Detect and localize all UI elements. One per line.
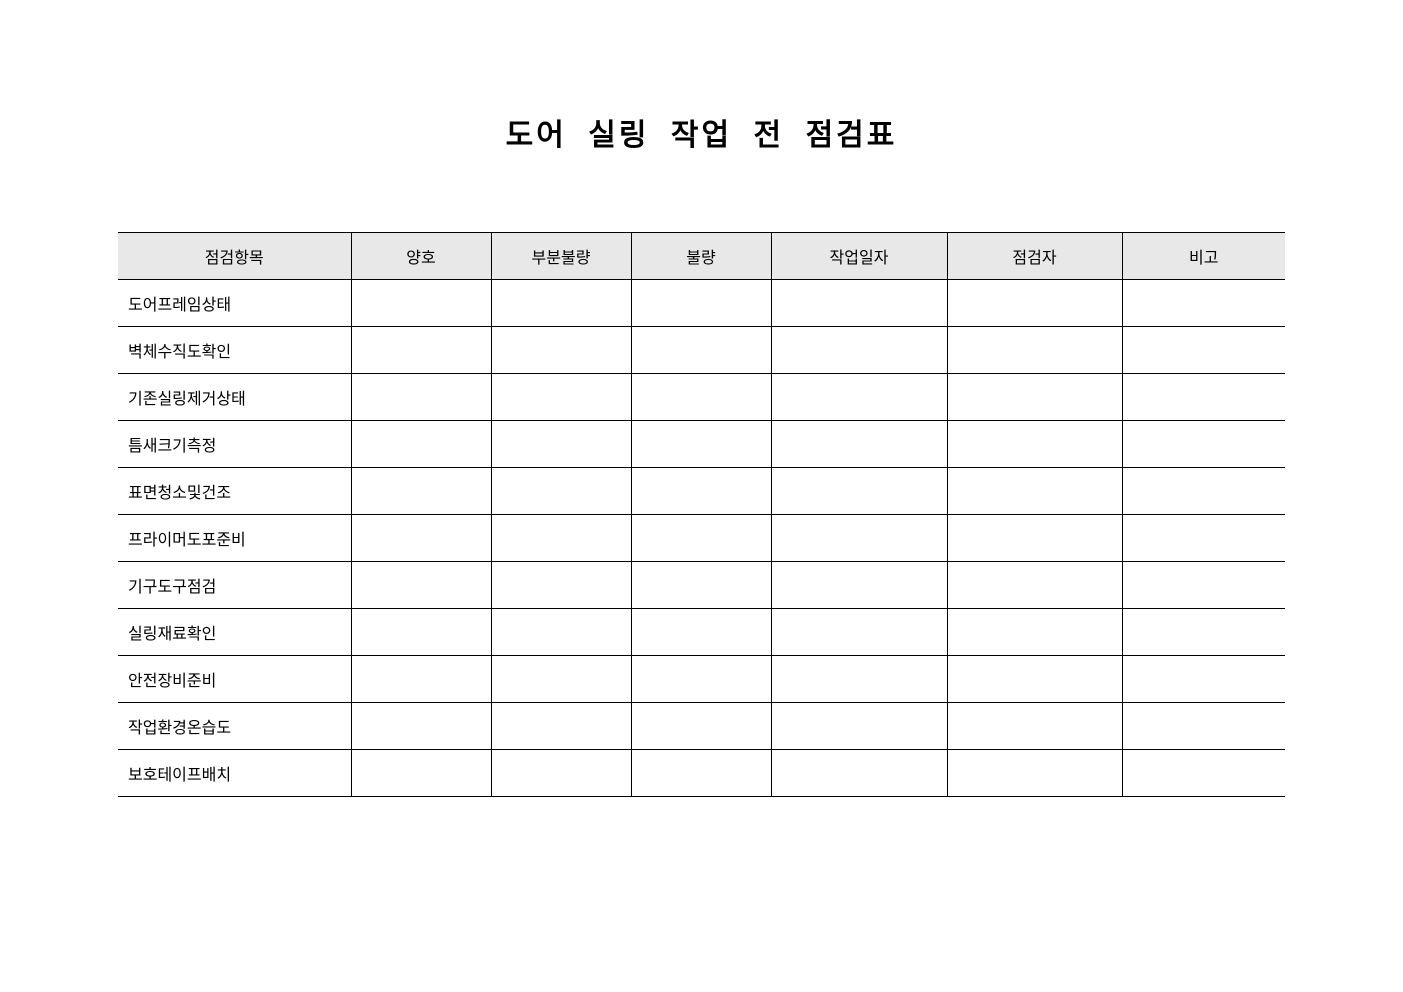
table-row: 틈새크기측정: [118, 420, 1285, 468]
inspector-cell[interactable]: [946, 702, 1122, 750]
header-work-date: 작업일자: [770, 232, 947, 280]
defect-cell[interactable]: [630, 514, 771, 562]
work-date-cell[interactable]: [770, 420, 947, 468]
table-row: 안전장비준비: [118, 655, 1285, 703]
work-date-cell[interactable]: [770, 514, 947, 562]
work-date-cell[interactable]: [770, 702, 947, 750]
remarks-cell[interactable]: [1121, 608, 1285, 656]
partial-defect-cell[interactable]: [490, 420, 631, 468]
table-row: 프라이머도포준비: [118, 514, 1285, 562]
item-label: 도어프레임상태: [118, 279, 351, 327]
remarks-cell[interactable]: [1121, 749, 1285, 797]
partial-defect-cell[interactable]: [490, 561, 631, 609]
header-row: 점검항목 양호 부분불량 불량 작업일자 점검자 비고: [118, 232, 1285, 280]
table-row: 벽체수직도확인: [118, 326, 1285, 374]
header-partial-defect: 부분불량: [490, 232, 631, 280]
header-defect: 불량: [630, 232, 771, 280]
partial-defect-cell[interactable]: [490, 326, 631, 374]
defect-cell[interactable]: [630, 749, 771, 797]
defect-cell[interactable]: [630, 420, 771, 468]
work-date-cell[interactable]: [770, 467, 947, 515]
work-date-cell[interactable]: [770, 655, 947, 703]
work-date-cell[interactable]: [770, 326, 947, 374]
remarks-cell[interactable]: [1121, 373, 1285, 421]
partial-defect-cell[interactable]: [490, 608, 631, 656]
page-title: 도어 실링 작업 전 점검표: [505, 118, 898, 153]
item-label: 프라이머도포준비: [118, 514, 351, 562]
header-remarks: 비고: [1121, 232, 1285, 280]
good-cell[interactable]: [350, 655, 491, 703]
item-label: 기존실링제거상태: [118, 373, 351, 421]
remarks-cell[interactable]: [1121, 326, 1285, 374]
partial-defect-cell[interactable]: [490, 373, 631, 421]
defect-cell[interactable]: [630, 702, 771, 750]
partial-defect-cell[interactable]: [490, 749, 631, 797]
inspector-cell[interactable]: [946, 326, 1122, 374]
item-label: 작업환경온습도: [118, 702, 351, 750]
defect-cell[interactable]: [630, 467, 771, 515]
inspector-cell[interactable]: [946, 561, 1122, 609]
good-cell[interactable]: [350, 561, 491, 609]
inspector-cell[interactable]: [946, 514, 1122, 562]
table-row: 기구도구점검: [118, 561, 1285, 609]
inspector-cell[interactable]: [946, 467, 1122, 515]
item-label: 안전장비준비: [118, 655, 351, 703]
item-label: 보호테이프배치: [118, 749, 351, 797]
partial-defect-cell[interactable]: [490, 655, 631, 703]
good-cell[interactable]: [350, 326, 491, 374]
table-row: 기존실링제거상태: [118, 373, 1285, 421]
remarks-cell[interactable]: [1121, 655, 1285, 703]
remarks-cell[interactable]: [1121, 702, 1285, 750]
partial-defect-cell[interactable]: [490, 702, 631, 750]
good-cell[interactable]: [350, 467, 491, 515]
defect-cell[interactable]: [630, 279, 771, 327]
inspector-cell[interactable]: [946, 655, 1122, 703]
item-label: 표면청소및건조: [118, 467, 351, 515]
good-cell[interactable]: [350, 608, 491, 656]
partial-defect-cell[interactable]: [490, 467, 631, 515]
good-cell[interactable]: [350, 420, 491, 468]
remarks-cell[interactable]: [1121, 561, 1285, 609]
header-good: 양호: [350, 232, 491, 280]
good-cell[interactable]: [350, 373, 491, 421]
good-cell[interactable]: [350, 279, 491, 327]
item-label: 실링재료확인: [118, 608, 351, 656]
defect-cell[interactable]: [630, 608, 771, 656]
item-label: 벽체수직도확인: [118, 326, 351, 374]
defect-cell[interactable]: [630, 655, 771, 703]
inspector-cell[interactable]: [946, 749, 1122, 797]
inspector-cell[interactable]: [946, 373, 1122, 421]
header-inspector: 점검자: [946, 232, 1122, 280]
table-row: 작업환경온습도: [118, 702, 1285, 750]
inspector-cell[interactable]: [946, 279, 1122, 327]
work-date-cell[interactable]: [770, 561, 947, 609]
inspector-cell[interactable]: [946, 608, 1122, 656]
remarks-cell[interactable]: [1121, 514, 1285, 562]
work-date-cell[interactable]: [770, 373, 947, 421]
remarks-cell[interactable]: [1121, 420, 1285, 468]
table-row: 표면청소및건조: [118, 467, 1285, 515]
inspector-cell[interactable]: [946, 420, 1122, 468]
good-cell[interactable]: [350, 749, 491, 797]
good-cell[interactable]: [350, 702, 491, 750]
table-row: 실링재료확인: [118, 608, 1285, 656]
partial-defect-cell[interactable]: [490, 279, 631, 327]
defect-cell[interactable]: [630, 373, 771, 421]
partial-defect-cell[interactable]: [490, 514, 631, 562]
item-label: 기구도구점검: [118, 561, 351, 609]
remarks-cell[interactable]: [1121, 467, 1285, 515]
remarks-cell[interactable]: [1121, 279, 1285, 327]
work-date-cell[interactable]: [770, 279, 947, 327]
defect-cell[interactable]: [630, 561, 771, 609]
defect-cell[interactable]: [630, 326, 771, 374]
header-item: 점검항목: [118, 232, 351, 280]
inspection-table: 점검항목 양호 부분불량 불량 작업일자 점검자 비고 도어프레임상태 벽체수직도…: [118, 232, 1285, 797]
good-cell[interactable]: [350, 514, 491, 562]
table-row: 도어프레임상태: [118, 279, 1285, 327]
work-date-cell[interactable]: [770, 608, 947, 656]
item-label: 틈새크기측정: [118, 420, 351, 468]
table-row: 보호테이프배치: [118, 749, 1285, 797]
work-date-cell[interactable]: [770, 749, 947, 797]
